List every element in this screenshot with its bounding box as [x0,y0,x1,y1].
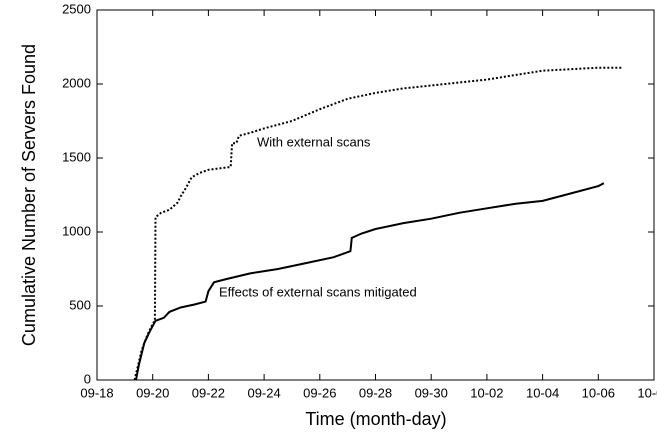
x-tick-label: 09-20 [136,385,169,400]
series-line [133,66,622,381]
x-tick-label: 10-06 [582,385,615,400]
x-tick-label: 09-24 [247,385,280,400]
annotation: Effects of external scans mitigated [219,284,417,299]
x-tick-label: 09-26 [303,385,336,400]
annotation: With external scans [257,134,371,149]
x-tick-label: 10-02 [470,385,503,400]
x-tick-label: 09-28 [359,385,392,400]
x-axis-label: Time (month-day) [305,409,446,429]
x-tick-label: 10-08 [637,385,657,400]
x-tick-label: 10-04 [526,385,559,400]
x-tick-label: 09-30 [415,385,448,400]
y-axis-label: Cumulative Number of Servers Found [19,44,39,346]
x-tick-label: 09-18 [80,385,113,400]
y-tick-label: 2500 [62,1,91,16]
x-tick-label: 09-22 [192,385,225,400]
series-line [135,182,605,381]
y-tick-label: 0 [84,371,91,386]
y-tick-label: 500 [69,297,91,312]
y-tick-label: 1500 [62,149,91,164]
y-tick-label: 1000 [62,223,91,238]
y-tick-label: 2000 [62,75,91,90]
